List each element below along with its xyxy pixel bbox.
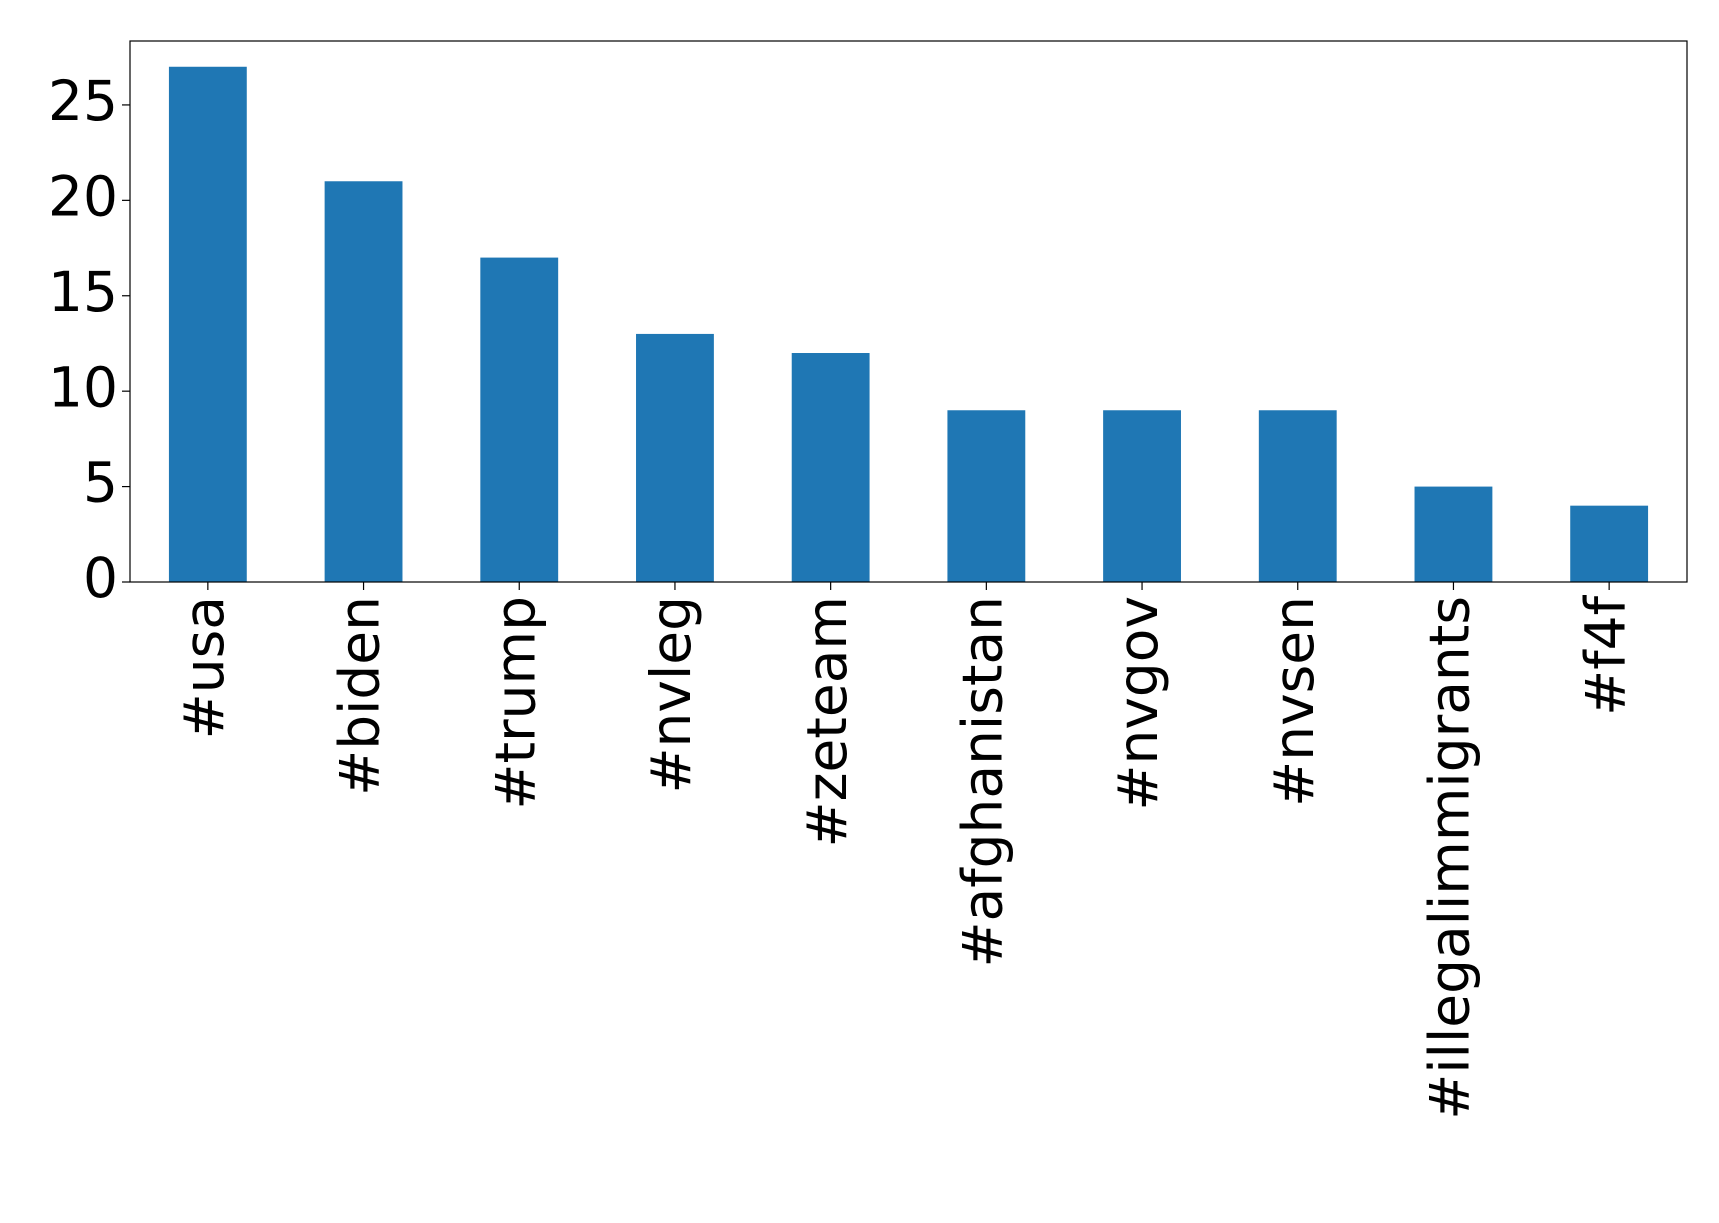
x-tick-label: #illegalimmigrants (1418, 596, 1482, 1120)
bar (168, 66, 247, 582)
x-tick-label: #zeteam (795, 596, 859, 847)
y-tick-label: 15 (48, 260, 118, 324)
bar (480, 257, 559, 582)
x-tick-label: #nvgov (1106, 596, 1170, 811)
x-tick-label: #afghanistan (950, 596, 1014, 968)
x-tick-label: #trump (483, 596, 547, 810)
x-tick-label: #f4f (1573, 594, 1637, 715)
y-tick-label: 5 (83, 451, 118, 515)
bar (947, 410, 1026, 582)
x-tick-label: #biden (328, 596, 392, 796)
plot-frame (129, 40, 1688, 583)
bar (324, 181, 403, 582)
x-tick-label: #usa (172, 596, 236, 739)
y-tick-label: 0 (83, 546, 118, 610)
x-tick-label: #nvleg (639, 596, 703, 794)
bar (791, 353, 870, 582)
bar (1258, 410, 1337, 582)
y-tick-label: 10 (48, 355, 118, 419)
bar (1414, 486, 1493, 582)
bar (636, 333, 714, 582)
x-tick-label: #nvsen (1262, 596, 1326, 807)
y-tick-label: 25 (48, 69, 118, 133)
bar (1570, 505, 1649, 582)
bar (1103, 410, 1181, 582)
y-tick-label: 20 (48, 164, 118, 228)
